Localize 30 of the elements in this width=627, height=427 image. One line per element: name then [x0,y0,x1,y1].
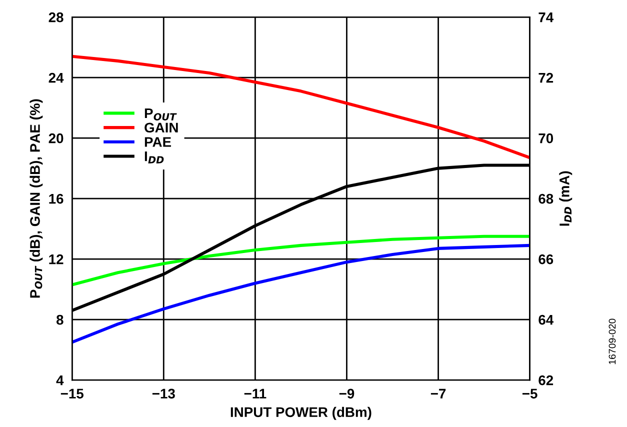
legend-label: PAE [144,137,172,147]
x-tick-label: −5 [522,388,538,399]
x-tick-label: −15 [60,388,84,399]
x-tick-label: −11 [244,388,266,398]
y2-tick-label: 70 [538,133,554,144]
x-axis-title: INPUT POWER (dBm) [230,406,372,420]
y-tick-label: 20 [48,133,64,144]
y2-tick-label: 74 [538,12,554,22]
x-tick-label: −9 [339,388,354,399]
y-tick-label: 4 [56,376,64,386]
x-tick-label: −13 [152,388,175,399]
y2-tick-label: 68 [538,194,554,204]
y-tick-label: 16 [49,194,64,204]
y-tick-label: 8 [56,314,64,325]
line-series [72,244,530,344]
y2-tick-label: 64 [538,314,554,325]
legend-label: I$_{DD}$ [144,152,164,164]
y-tick-label: 28 [48,12,64,22]
y-tick-label: 12 [49,254,64,264]
y2-tick-label: 66 [538,254,554,264]
y-axis-title: P$_{OUT}$ (dB), GAIN (dB), PAE (%) [30,99,43,298]
x-tick-label: −7 [430,388,446,398]
text: 16709-020 [608,318,616,364]
legend-label: P$_{OUT}$ [144,108,177,120]
y-tick-label: 24 [48,72,64,83]
legend-label: GAIN [144,122,178,133]
line-series [72,234,530,286]
y2-tick-label: 72 [538,72,554,83]
y2-axis-title: I$_{DD}$ (mA) [559,171,572,226]
y2-tick-label: 62 [538,375,554,386]
